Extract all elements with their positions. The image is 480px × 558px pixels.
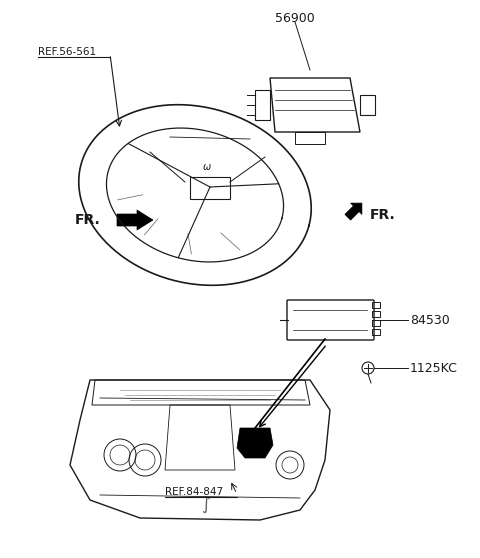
Text: 56900: 56900 [275, 12, 315, 25]
Text: REF.84-847: REF.84-847 [165, 487, 223, 497]
Bar [372, 311, 380, 317]
Text: ∫: ∫ [201, 496, 209, 514]
Text: ω: ω [203, 162, 211, 172]
Text: REF.56-561: REF.56-561 [38, 47, 96, 57]
Text: 1125KC: 1125KC [410, 362, 458, 374]
Polygon shape [345, 203, 362, 220]
Text: 84530: 84530 [410, 314, 450, 326]
Text: FR.: FR. [370, 208, 396, 222]
Bar [372, 320, 380, 326]
Polygon shape [117, 210, 153, 230]
Polygon shape [237, 428, 273, 458]
Bar [372, 302, 380, 308]
Bar [372, 329, 380, 335]
Text: FR.: FR. [75, 213, 101, 227]
